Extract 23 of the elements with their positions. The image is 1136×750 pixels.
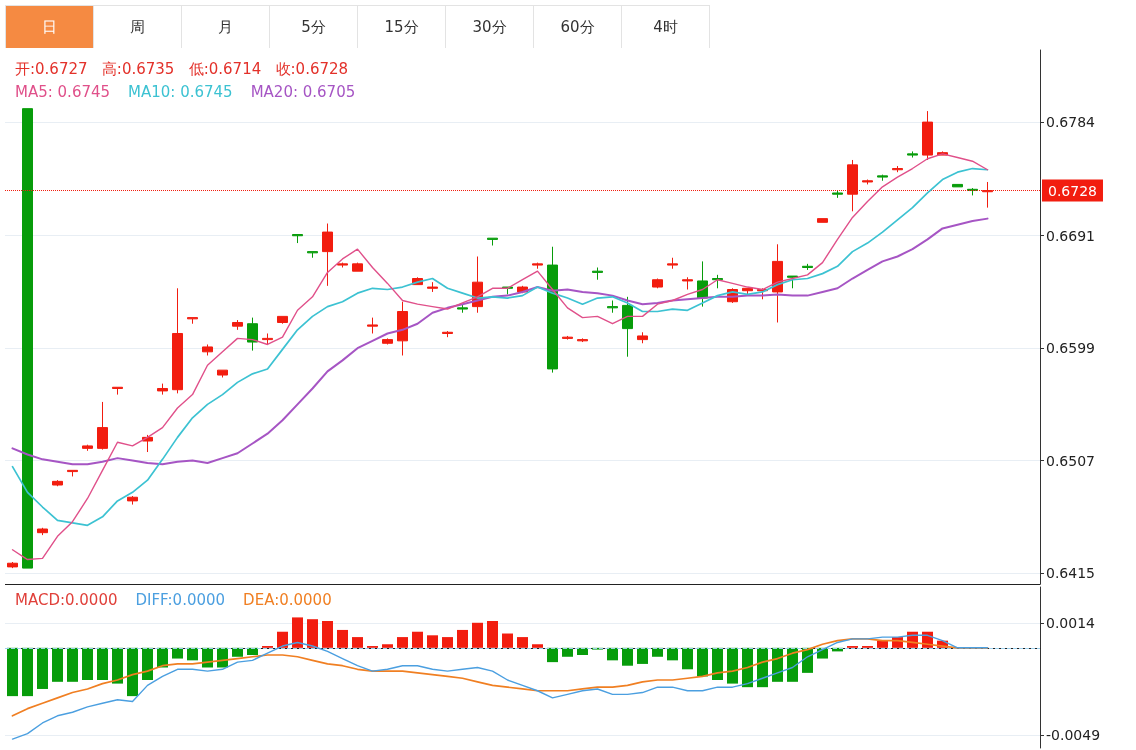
text: 周 (94, 6, 182, 48)
y-tick-label: 0.6507 (1046, 452, 1095, 469)
text: MA20: 0.6705 (250, 82, 356, 101)
text: 开:0.6727 高:0.6735 低:0.6714 收:0.6728 (15, 59, 349, 78)
text: 4时 (622, 6, 710, 48)
text: 15分 (358, 6, 446, 48)
text: 5分 (270, 6, 358, 48)
y-tick-label: 0.6691 (1046, 227, 1095, 244)
text: 日 (6, 6, 94, 48)
y-tick-label: 0.6415 (1046, 565, 1095, 581)
y-tick-label: 0.6599 (1046, 340, 1095, 357)
text: MA10: 0.6745 (128, 82, 233, 101)
text: 30分 (446, 6, 534, 48)
text: 60分 (534, 6, 622, 48)
y-tick-label: 0.0014 (1046, 614, 1096, 631)
y-tick-label: -0.0049 (1046, 727, 1101, 744)
text: MA5: 0.6745 (15, 82, 111, 101)
ref-line-label: 0.6728 (1048, 182, 1097, 199)
y-tick-label: 0.6784 (1046, 114, 1096, 131)
text: DIFF:0.0000 (135, 590, 226, 609)
text: 月 (182, 6, 270, 48)
text: DEA:0.0000 (243, 590, 332, 609)
text: MACD:0.0000 (15, 590, 118, 609)
